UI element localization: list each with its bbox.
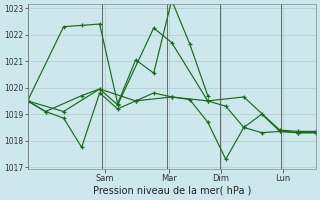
X-axis label: Pression niveau de la mer( hPa ): Pression niveau de la mer( hPa ) xyxy=(92,186,251,196)
